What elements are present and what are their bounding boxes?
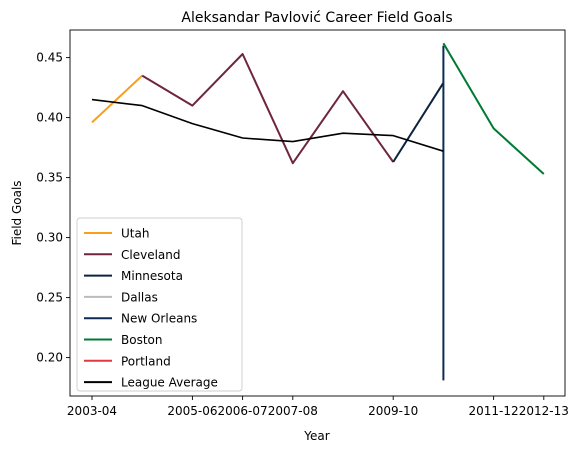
legend-label-portland: Portland (121, 354, 171, 368)
x-tick-label: 2007-08 (268, 404, 318, 418)
x-tick-label: 2011-12 (469, 404, 519, 418)
y-tick-label: 0.45 (36, 51, 63, 65)
series-line-utah (91, 74, 143, 124)
x-tick-label: 2005-06 (167, 404, 217, 418)
legend-label-utah: Utah (121, 227, 149, 241)
x-tick-label: 2006-07 (218, 404, 268, 418)
legend-label-boston: Boston (121, 333, 162, 347)
axes-layer (69, 29, 566, 397)
y-axis-label: Field Goals (10, 180, 24, 245)
y-tick-label: 0.35 (36, 171, 63, 185)
x-tick-label: 2012-13 (519, 404, 569, 418)
y-tick-label: 0.30 (36, 231, 63, 245)
x-ticks: 2003-04 2005-06 2006-07 2007-08 2009-10 2011-… (67, 396, 569, 418)
x-tick-label: 2009-10 (368, 404, 418, 418)
legend-label-new-orleans: New Orleans (121, 312, 197, 326)
y-tick-label: 0.20 (36, 351, 63, 365)
series-line-cleveland (141, 53, 395, 165)
legend: Utah Cleveland Minnesota Dallas New Orleans B… (76, 217, 243, 392)
legend-label-cleveland: Cleveland (121, 248, 181, 262)
y-tick-label: 0.40 (36, 111, 63, 125)
legend-label-minnesota: Minnesota (121, 269, 183, 283)
series-line-league-average (91, 98, 444, 152)
plot-frame (69, 29, 566, 397)
series-layer (91, 42, 545, 381)
chart-title: Aleksandar Pavlović Career Field Goals (181, 10, 452, 26)
legend-frame (76, 217, 243, 392)
y-tick-label: 0.25 (36, 291, 63, 305)
y-ticks: 0.20 0.25 0.30 0.35 0.40 0.45 (36, 51, 70, 365)
x-tick-label: 2003-04 (67, 404, 117, 418)
x-axis-label: Year (303, 429, 329, 443)
legend-label-dallas: Dallas (121, 290, 158, 304)
series-line-boston (442, 42, 545, 175)
legend-label-league-average: League Average (121, 376, 218, 390)
series-line-minnesota (392, 82, 445, 163)
